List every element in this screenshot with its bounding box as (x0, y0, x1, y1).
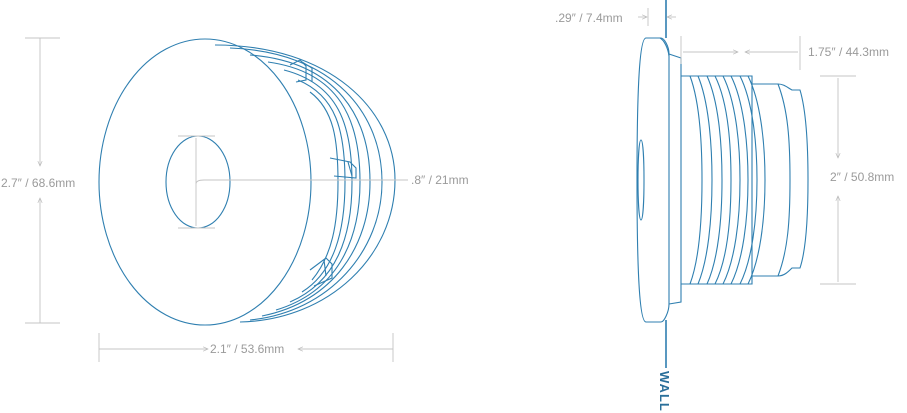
side-threads (681, 75, 766, 285)
side-diameter-label: 2″ / 50.8mm (830, 170, 894, 184)
side-flange-dimension (638, 8, 676, 26)
side-flange-hole (637, 139, 645, 221)
front-view: 2.7″ / 68.6mm 2.1″ / 53.6mm .8″ / 21mm (1, 37, 469, 362)
front-hole-label: .8″ / 21mm (411, 173, 469, 187)
side-diameter-dimension (820, 75, 856, 285)
side-depth-dimension (680, 36, 801, 70)
front-height-label: 2.7″ / 68.6mm (1, 176, 75, 190)
front-flange (98, 38, 312, 326)
front-center-hole (165, 135, 231, 229)
front-body-ribs (214, 44, 396, 323)
side-rear-cap (752, 83, 809, 277)
side-depth-label: 1.75″ / 44.3mm (808, 45, 889, 59)
side-view: .29″ / 7.4mm 1.75″ / 44.3mm 2″ / 50.8mm … (555, 0, 894, 412)
front-width-label: 2.1″ / 53.6mm (210, 342, 284, 356)
front-hole-dimension (178, 135, 408, 229)
front-width-dimension (98, 333, 394, 362)
wall-label: WALL (657, 371, 672, 412)
side-flange (636, 37, 670, 323)
front-height-dimension (25, 37, 60, 324)
side-flange-label: .29″ / 7.4mm (555, 11, 623, 25)
